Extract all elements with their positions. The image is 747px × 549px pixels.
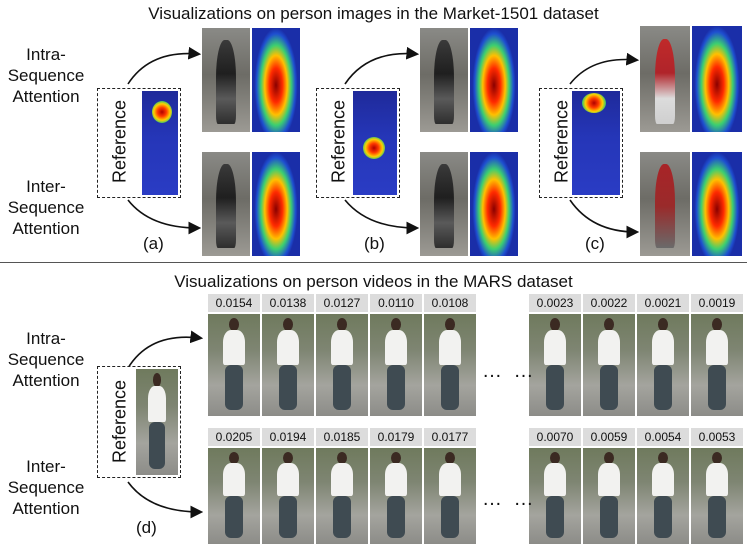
image-b-inter (420, 152, 468, 256)
score-intra-5: 0.0108 (424, 294, 476, 312)
caption-c: (c) (585, 234, 605, 253)
frame-inter-2 (262, 448, 314, 544)
heatmap-b-intra (470, 28, 518, 132)
reference-attention-map-a (142, 91, 178, 195)
score-inter-3: 0.0185 (316, 428, 368, 446)
top-inter-label: Inter- Sequence Attention (7, 177, 85, 238)
image-c-inter (640, 152, 690, 256)
score-intra-1: 0.0154 (208, 294, 260, 312)
frame-inter-5 (424, 448, 476, 544)
frame-intra-8 (637, 314, 689, 416)
bottom-inter-label: Inter- Sequence Attention (7, 457, 85, 518)
score-inter-2: 0.0194 (262, 428, 314, 446)
ellipsis-intra: … … (482, 360, 537, 382)
score-inter-6: 0.0070 (529, 428, 581, 446)
reference-attention-map-c (572, 91, 620, 195)
image-a-inter (202, 152, 250, 256)
score-intra-6: 0.0023 (529, 294, 581, 312)
frame-intra-4 (370, 314, 422, 416)
reference-box-c: Reference (539, 88, 623, 198)
heatmap-a-inter (252, 152, 300, 256)
reference-frame-d (136, 369, 178, 475)
score-intra-7: 0.0022 (583, 294, 635, 312)
score-inter-1: 0.0205 (208, 428, 260, 446)
score-intra-9: 0.0019 (691, 294, 743, 312)
score-inter-7: 0.0059 (583, 428, 635, 446)
frame-intra-7 (583, 314, 635, 416)
score-inter-9: 0.0053 (691, 428, 743, 446)
score-intra-2: 0.0138 (262, 294, 314, 312)
reference-box-b: Reference (316, 88, 400, 198)
reference-attention-map-b (353, 91, 397, 195)
frame-inter-1 (208, 448, 260, 544)
image-c-intra (640, 26, 690, 132)
frame-inter-8 (637, 448, 689, 544)
frame-inter-6 (529, 448, 581, 544)
score-intra-3: 0.0127 (316, 294, 368, 312)
ellipsis-inter: … … (482, 488, 537, 510)
image-b-intra (420, 28, 468, 132)
heatmap-c-intra (692, 26, 742, 132)
reference-label-d: Reference (109, 379, 130, 464)
reference-box-a: Reference (97, 88, 181, 198)
section-divider (0, 262, 747, 263)
reference-box-d: Reference (97, 366, 181, 478)
frame-inter-4 (370, 448, 422, 544)
heatmap-c-inter (692, 152, 742, 256)
score-intra-4: 0.0110 (370, 294, 422, 312)
frame-inter-7 (583, 448, 635, 544)
heatmap-b-inter (470, 152, 518, 256)
frame-intra-1 (208, 314, 260, 416)
frame-intra-3 (316, 314, 368, 416)
heatmap-a-intra (252, 28, 300, 132)
frame-inter-9 (691, 448, 743, 544)
reference-label-b: Reference (328, 99, 349, 184)
reference-label-a: Reference (109, 99, 130, 184)
bottom-intra-label: Intra- Sequence Attention (7, 329, 85, 390)
score-intra-8: 0.0021 (637, 294, 689, 312)
caption-a: (a) (143, 234, 164, 253)
score-inter-8: 0.0054 (637, 428, 689, 446)
caption-d: (d) (136, 518, 157, 537)
top-title: Visualizations on person images in the M… (148, 4, 599, 23)
image-a-intra (202, 28, 250, 132)
frame-intra-9 (691, 314, 743, 416)
bottom-title: Visualizations on person videos in the M… (174, 272, 573, 291)
reference-label-c: Reference (551, 99, 572, 184)
caption-b: (b) (364, 234, 385, 253)
frame-intra-5 (424, 314, 476, 416)
frame-inter-3 (316, 448, 368, 544)
frame-intra-6 (529, 314, 581, 416)
frame-intra-2 (262, 314, 314, 416)
top-intra-label: Intra- Sequence Attention (7, 45, 85, 106)
score-inter-4: 0.0179 (370, 428, 422, 446)
score-inter-5: 0.0177 (424, 428, 476, 446)
